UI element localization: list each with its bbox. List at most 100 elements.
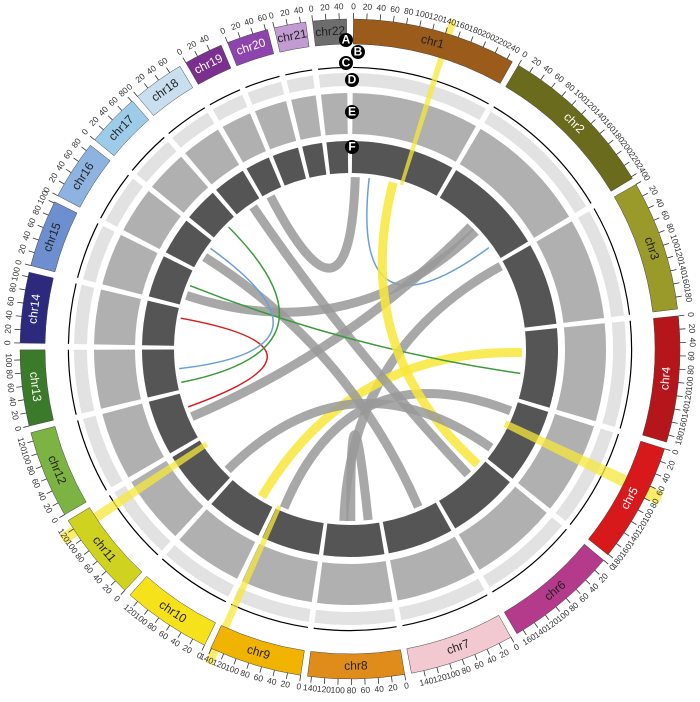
tick-mark — [552, 83, 556, 88]
tick-mark — [380, 14, 381, 20]
tick-mark — [405, 674, 406, 680]
track-d — [242, 544, 318, 602]
tick-label: 20 — [46, 171, 60, 184]
track-e — [302, 143, 326, 178]
tick-label: 60 — [25, 216, 38, 229]
tick-label: 60 — [82, 562, 96, 576]
tick-mark — [636, 181, 641, 184]
track-c — [319, 73, 348, 88]
tick-mark — [566, 598, 570, 603]
links — [179, 177, 522, 521]
track-d — [321, 93, 348, 135]
tick-mark — [648, 205, 653, 208]
tick-mark — [378, 678, 379, 684]
tick-label: 40 — [35, 489, 48, 502]
track-b — [314, 626, 397, 631]
tick-mark — [674, 409, 680, 410]
tick-mark — [207, 45, 210, 50]
tick-mark — [654, 218, 660, 220]
tick-mark — [178, 632, 181, 637]
tick-mark — [624, 162, 629, 165]
tick-mark — [572, 100, 576, 104]
tick-mark — [166, 625, 169, 630]
tick-mark — [495, 47, 498, 52]
track-label: A — [342, 33, 351, 47]
tick-label: 80 — [25, 464, 38, 477]
tick-label: 20 — [687, 323, 698, 333]
tick-label: 80 — [460, 663, 473, 676]
tick-label: 20 — [280, 678, 291, 690]
tick-mark — [22, 275, 28, 276]
tick-label: 40 — [20, 229, 33, 241]
tick-mark — [52, 193, 57, 196]
tick-label: 0 — [219, 25, 227, 36]
tick-mark — [166, 68, 169, 73]
tick-mark — [155, 618, 158, 623]
tick-mark — [582, 110, 586, 114]
tick-label: 60 — [659, 209, 672, 222]
tick-label: 60 — [156, 55, 170, 69]
tick-mark — [638, 510, 643, 513]
tick-label: 80 — [685, 365, 696, 375]
tick-mark — [108, 116, 112, 120]
tick-mark — [462, 659, 464, 665]
tick-mark — [475, 654, 477, 660]
track-e — [323, 523, 384, 557]
track-d — [102, 235, 157, 295]
tick-mark — [631, 521, 636, 524]
tick-mark — [264, 24, 266, 30]
tick-mark — [99, 126, 103, 130]
tick-mark — [273, 22, 274, 28]
tick-mark — [31, 454, 37, 456]
track-c — [287, 75, 315, 93]
tick-label: 40 — [144, 63, 158, 77]
tick-mark — [545, 615, 549, 620]
tick-label: 240 — [505, 40, 522, 56]
track-c — [74, 350, 94, 414]
track-c — [74, 285, 94, 344]
track-label: B — [354, 45, 363, 59]
tick-mark — [23, 426, 29, 427]
tick-mark — [665, 449, 671, 451]
tick-label: 60 — [360, 685, 370, 695]
tick-mark — [471, 36, 473, 42]
tick-label: 160 — [676, 416, 689, 432]
tick-mark — [41, 479, 47, 481]
tick-mark — [238, 32, 240, 38]
track-label: D — [348, 73, 357, 87]
tick-mark — [66, 169, 71, 172]
tick-mark — [631, 174, 636, 177]
tick-mark — [391, 676, 392, 682]
tick-label: 20 — [530, 55, 544, 69]
tick-mark — [260, 667, 262, 673]
tick-mark — [660, 461, 666, 463]
tick-mark — [59, 181, 64, 184]
track-label: C — [342, 56, 351, 70]
tick-mark — [134, 602, 138, 607]
tick-label: 60 — [5, 383, 16, 394]
track-d — [317, 561, 392, 605]
tick-mark — [29, 251, 35, 253]
tick-label: 140 — [418, 675, 434, 688]
tick-mark — [111, 581, 115, 585]
tick-mark — [407, 18, 408, 24]
chromosome-label: chr4 — [657, 366, 673, 391]
tick-mark — [562, 91, 566, 96]
tick-label: 40 — [541, 63, 555, 77]
tick-label: 60 — [256, 12, 268, 24]
tick-mark — [144, 610, 148, 615]
track-label: F — [348, 140, 355, 154]
tick-mark — [312, 15, 313, 21]
tick-mark — [76, 540, 81, 543]
tick-mark — [586, 580, 590, 584]
track-c — [602, 321, 626, 427]
tick-label: 80 — [7, 282, 19, 293]
tick-label: 20 — [181, 642, 194, 655]
tick-label: 100 — [9, 266, 22, 282]
tick-mark — [591, 120, 595, 124]
tick-mark — [18, 400, 24, 401]
tick-label: 120 — [16, 436, 30, 453]
tick-label: 140 — [679, 403, 691, 419]
tick-mark — [273, 670, 274, 676]
